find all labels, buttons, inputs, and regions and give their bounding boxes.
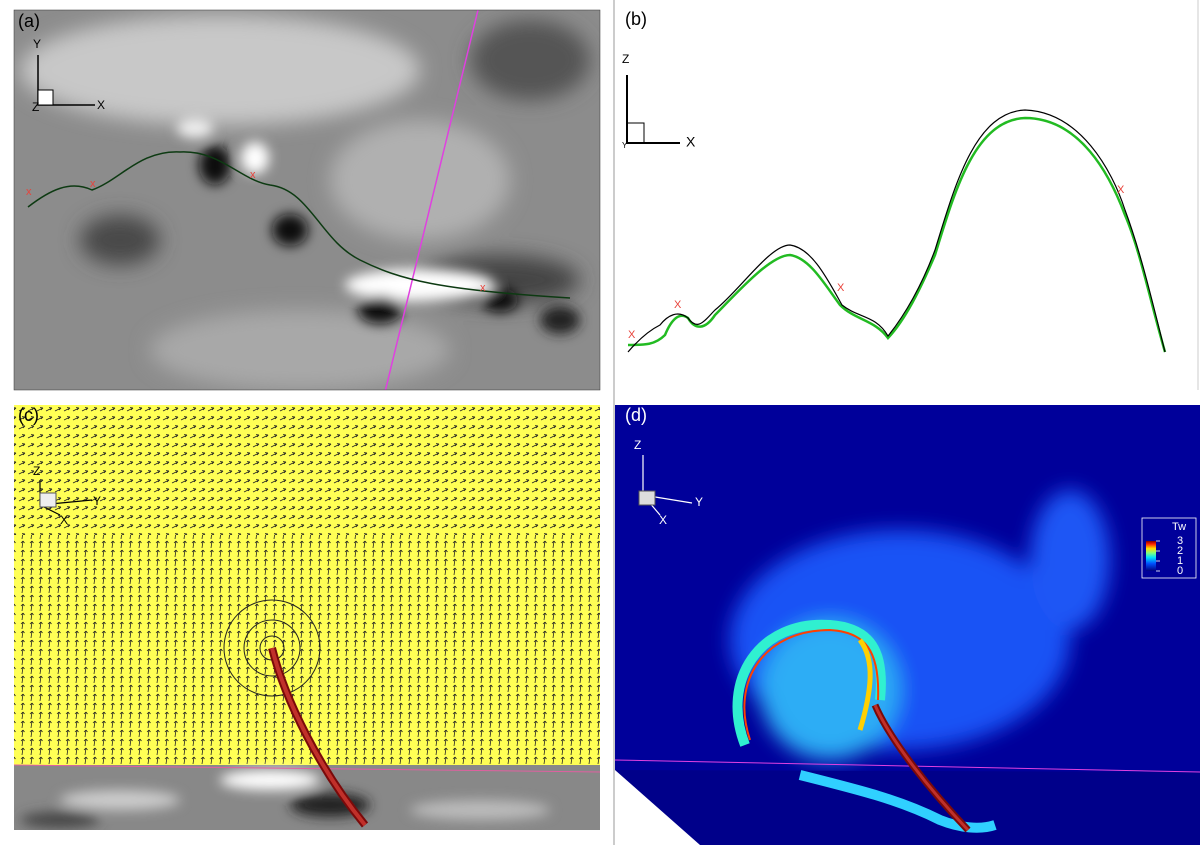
colorbar-tick-label: 0 (1177, 565, 1183, 577)
null-marker: x (480, 282, 486, 294)
colorbar-tick-label: 3 (1177, 535, 1183, 547)
field-line-plot (627, 109, 1167, 353)
axis-label: X (686, 134, 696, 150)
panel-label: (c) (18, 405, 39, 425)
axis-triad-b (626, 75, 680, 144)
panel-label: (b) (625, 9, 647, 29)
null-marker: X (628, 329, 636, 341)
colorbar-tick-label: 1 (1177, 555, 1183, 567)
null-marker: x (26, 186, 32, 198)
axis-label: Z (622, 52, 629, 66)
axis-label: Y (93, 494, 101, 508)
panel-d-image (615, 405, 1200, 845)
panel-label: (d) (625, 405, 647, 425)
axis-label: X (659, 513, 667, 527)
panel-c-image (14, 405, 600, 830)
axis-triad-c (39, 480, 93, 516)
colorbar-tick-label: 2 (1177, 545, 1183, 557)
panel-label: (a) (18, 11, 40, 31)
null-marker: X (1117, 184, 1125, 196)
axis-triad-d (638, 455, 693, 516)
axis-label: Y (33, 37, 41, 51)
axis-label: Z (32, 100, 39, 114)
null-marker: x (250, 169, 256, 181)
null-marker: x (90, 178, 96, 190)
null-marker: X (674, 299, 682, 311)
axis-label: Y (622, 141, 628, 150)
axis-triad-a (37, 55, 95, 106)
panel-a-image (14, 10, 600, 390)
colorbar-scale (1146, 541, 1156, 571)
colorbar-title: Tw (1172, 521, 1186, 533)
null-marker: X (837, 282, 845, 294)
axis-label: Z (634, 438, 641, 452)
panel-a-frame (13, 9, 601, 391)
axis-label: Z (33, 464, 40, 478)
axis-label: X (97, 98, 105, 112)
axis-label: X (60, 513, 68, 527)
axis-label: Y (695, 495, 703, 509)
